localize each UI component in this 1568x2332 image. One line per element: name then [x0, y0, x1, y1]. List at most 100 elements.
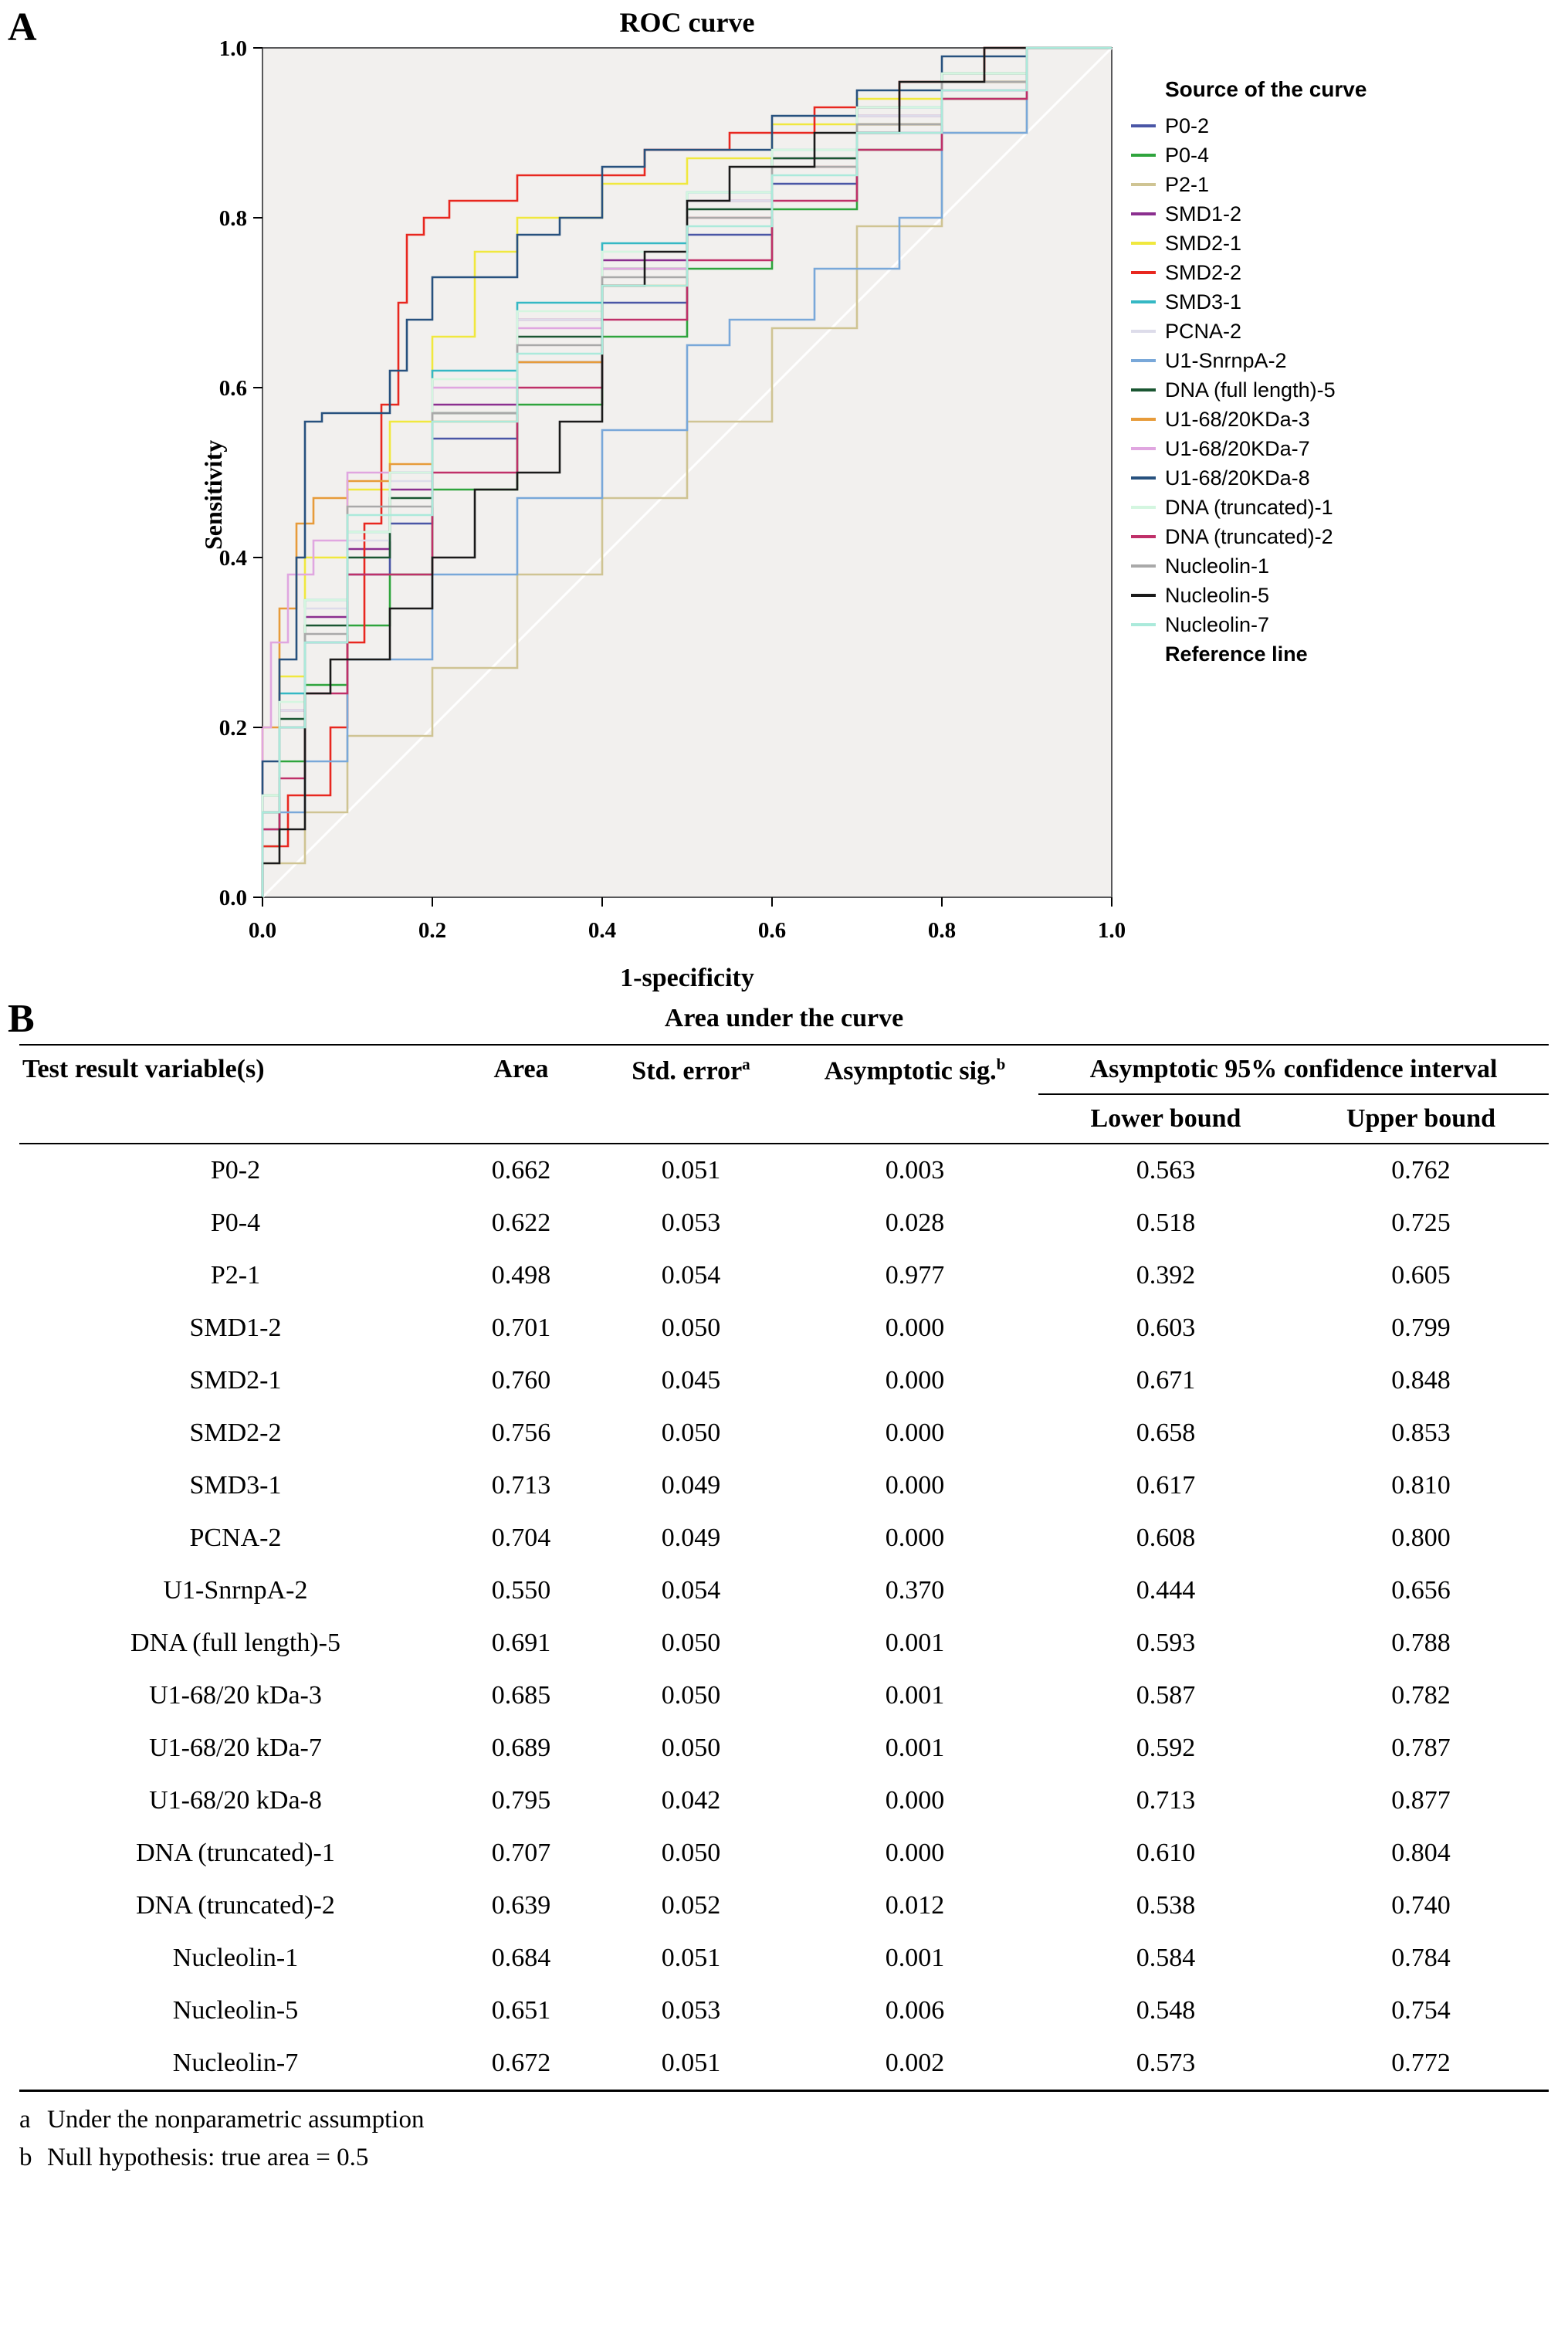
cell-variable: U1-68/20 kDa-3 [149, 1681, 322, 1710]
cell-area: 0.691 [491, 1629, 551, 1657]
cell-upper-bound: 0.784 [1391, 1944, 1451, 1972]
cell-variable: U1-68/20 kDa-8 [149, 1786, 322, 1815]
y-tick-label: 0.8 [219, 206, 247, 231]
cell-area: 0.756 [491, 1419, 551, 1447]
legend-item: U1-68/20KDa-3 [1131, 405, 1563, 434]
legend-item-label: Reference line [1165, 642, 1308, 666]
cell-lower-bound: 0.658 [1136, 1419, 1196, 1447]
legend-item-label: PCNA-2 [1165, 319, 1242, 343]
cell-std-error: 0.054 [661, 1576, 721, 1605]
x-tick-label: 0.0 [249, 918, 276, 943]
cell-std-error: 0.050 [661, 1313, 721, 1342]
cell-area: 0.701 [491, 1313, 551, 1342]
legend-color-swatch [1131, 330, 1156, 333]
legend-items: P0-2 P0-4 P2-1 SMD1-2 SMD2-1 SMD2-2 SMD3-1 PCNA… [1131, 111, 1563, 669]
legend-color-swatch [1131, 271, 1156, 274]
cell-area: 0.707 [491, 1839, 551, 1867]
cell-lower-bound: 0.563 [1136, 1156, 1196, 1185]
legend-item: DNA (truncated)-1 [1131, 493, 1563, 522]
cell-lower-bound: 0.587 [1136, 1681, 1196, 1710]
footnote: b Null hypothesis: true area = 0.5 [19, 2144, 1549, 2172]
legend-item: Nucleolin-1 [1131, 551, 1563, 581]
roc-curve-nucleolin-7 [261, 46, 1112, 897]
cell-upper-bound: 0.782 [1391, 1681, 1451, 1710]
cell-std-error: 0.052 [661, 1891, 721, 1920]
cell-upper-bound: 0.799 [1391, 1313, 1451, 1342]
legend-item-label: U1-68/20KDa-8 [1165, 466, 1310, 490]
cell-variable: PCNA-2 [189, 1524, 282, 1552]
legend-item-label: P2-1 [1165, 172, 1210, 196]
y-tick-label: 0.0 [219, 886, 247, 910]
cell-lower-bound: 0.592 [1136, 1734, 1196, 1762]
cell-lower-bound: 0.610 [1136, 1839, 1196, 1867]
cell-area: 0.684 [491, 1944, 551, 1972]
cell-upper-bound: 0.725 [1391, 1208, 1451, 1237]
footnote-text: Under the nonparametric assumption [47, 2106, 425, 2134]
table-row: P2-1 0.498 0.054 0.977 0.392 0.605 [19, 1249, 1549, 1302]
legend-item: DNA (full length)-5 [1131, 375, 1563, 405]
roc-curve-u1-snrnpa-2 [261, 46, 1112, 897]
x-tick-label: 0.6 [758, 918, 786, 943]
legend-item-label: Nucleolin-7 [1165, 612, 1270, 636]
table-row: DNA (full length)-5 0.691 0.050 0.001 0.593 0… [19, 1617, 1549, 1669]
cell-lower-bound: 0.713 [1136, 1786, 1196, 1815]
y-tick-label: 1.0 [219, 36, 247, 61]
legend-color-swatch [1131, 388, 1156, 391]
cell-sig: 0.012 [885, 1891, 945, 1920]
cell-sig: 0.028 [885, 1208, 945, 1237]
roc-curve-u1-68-20kda-8 [261, 46, 1112, 897]
legend-item-label: DNA (truncated)-2 [1165, 524, 1333, 548]
cell-sig: 0.000 [885, 1839, 945, 1867]
cell-area: 0.672 [452, 2037, 591, 2092]
col-header-std-error: Std. errora [591, 1044, 791, 1144]
cell-sig: 0.001 [885, 1681, 945, 1710]
cell-upper-bound: 0.788 [1391, 1629, 1451, 1657]
col-header-confidence-interval: Asymptotic 95% confidence interval [1038, 1044, 1549, 1095]
legend-item: Nucleolin-7 [1131, 610, 1563, 639]
legend-item-label: DNA (full length)-5 [1165, 378, 1336, 402]
legend-item: Reference line [1131, 639, 1563, 669]
cell-variable: DNA (full length)-5 [130, 1629, 340, 1657]
table-title: Area under the curve [664, 1004, 904, 1032]
cell-lower-bound: 0.584 [1136, 1944, 1196, 1972]
auc-table: Test result variable(s) Area Std. errora As… [19, 1044, 1549, 2092]
legend-title: Source of the curve [1165, 77, 1367, 101]
cell-lower-bound: 0.444 [1136, 1576, 1196, 1605]
cell-variable: SMD2-1 [189, 1366, 282, 1395]
legend-item-label: SMD3-1 [1165, 290, 1242, 314]
legend-color-swatch [1131, 476, 1156, 480]
table-row: SMD2-1 0.760 0.045 0.000 0.671 0.848 [19, 1354, 1549, 1407]
cell-upper-bound: 0.772 [1293, 2037, 1549, 2092]
legend-color-swatch [1131, 623, 1156, 626]
legend-item: U1-68/20KDa-8 [1131, 463, 1563, 493]
footnote-marker: b [19, 2144, 32, 2171]
legend-item-label: Nucleolin-1 [1165, 554, 1270, 578]
cell-area: 0.760 [491, 1366, 551, 1395]
cell-lower-bound: 0.608 [1136, 1524, 1196, 1552]
cell-lower-bound: 0.671 [1136, 1366, 1196, 1395]
cell-sig: 0.006 [885, 1996, 945, 2025]
cell-upper-bound: 0.740 [1391, 1891, 1451, 1920]
cell-std-error: 0.050 [661, 1419, 721, 1447]
legend-item: P2-1 [1131, 170, 1563, 199]
table-row: SMD2-2 0.756 0.050 0.000 0.658 0.853 [19, 1407, 1549, 1459]
auc-panel: Area under the curve Test result variabl… [19, 1004, 1549, 2181]
legend-color-swatch [1131, 594, 1156, 597]
cell-std-error: 0.053 [661, 1996, 721, 2025]
legend-color-swatch [1131, 212, 1156, 215]
legend-item: SMD2-2 [1131, 258, 1563, 287]
table-row: P0-4 0.622 0.053 0.028 0.518 0.725 [19, 1197, 1549, 1249]
cell-std-error: 0.054 [661, 1261, 721, 1290]
table-footnotes: a Under the nonparametric assumption b Null… [19, 2106, 1549, 2172]
legend-item: SMD2-1 [1131, 229, 1563, 258]
col-header-variable: Test result variable(s) [19, 1044, 452, 1144]
cell-variable: P0-4 [210, 1208, 261, 1237]
legend-item-label: P0-2 [1165, 114, 1210, 137]
cell-sig: 0.000 [885, 1313, 945, 1342]
legend-color-swatch [1131, 535, 1156, 538]
legend-item: U1-SnrnpA-2 [1131, 346, 1563, 375]
cell-variable: P2-1 [210, 1261, 261, 1290]
cell-upper-bound: 0.853 [1391, 1419, 1451, 1447]
legend-item-label: U1-68/20KDa-3 [1165, 407, 1310, 431]
